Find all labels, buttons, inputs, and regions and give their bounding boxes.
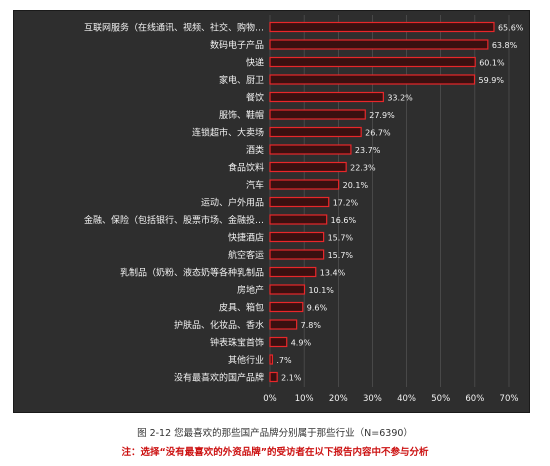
data-bar [269,319,298,330]
value-label: 15.7% [328,251,354,260]
category-label: 金融、保险（包括银行、股票市场、金融投… [84,214,264,226]
figure-note: 注：选择“没有最喜欢的外资品牌”的受访者在以下报告内容中不参与分析 [121,447,429,458]
x-tick-label: 70% [500,394,519,404]
data-bar [269,196,330,208]
data-bar [269,266,317,278]
data-bar [269,179,340,190]
value-label: 33.2% [387,94,413,103]
value-label: 22.3% [350,164,376,173]
x-tick-label: 60% [465,394,484,404]
category-label: 快递 [246,57,264,69]
x-tick-label: 30% [363,394,382,404]
x-tick-label: 40% [397,394,416,404]
data-bar [269,301,304,313]
category-label: 服饰、鞋帽 [219,109,264,121]
value-label: 4.9% [291,339,312,348]
data-bar [269,336,288,348]
category-label: 酒类 [246,144,264,156]
category-label: 快捷酒店 [228,232,264,244]
category-label: 没有最喜欢的国产品牌 [174,372,264,384]
data-bar [269,231,325,243]
category-label: 家电、厨卫 [219,74,264,86]
category-label: 汽车 [246,179,264,191]
data-bar [269,126,362,138]
value-label: 59.9% [479,76,505,85]
data-bar [269,56,476,68]
data-bar [269,109,366,120]
data-bar [269,284,306,295]
category-label: 餐饮 [246,92,264,104]
value-label: 16.6% [331,216,357,225]
value-label: .7% [276,356,292,365]
category-label: 数码电子产品 [210,39,264,51]
value-label: 23.7% [355,146,381,155]
figure-caption: 图 2-12 您最喜欢的那些国产品牌分别属于那些行业（N=6390） [137,428,413,439]
category-label: 航空客运 [228,249,264,261]
x-tick-label: 50% [431,394,450,404]
value-label: 9.6% [307,304,328,313]
category-label: 食品饮料 [228,162,264,174]
data-bar [269,21,495,33]
category-label: 其他行业 [228,354,264,366]
x-tick-label: 10% [295,394,314,404]
value-label: 7.8% [301,321,322,330]
value-label: 15.7% [328,234,354,243]
category-label: 皮具、箱包 [219,302,264,314]
value-label: 17.2% [333,199,359,208]
x-tick-label: 20% [329,394,348,404]
category-label: 运动、户外用品 [201,197,264,209]
value-label: 26.7% [365,129,391,138]
category-label: 钟表珠宝首饰 [210,337,264,349]
value-label: 65.6% [498,24,524,33]
value-label: 27.9% [369,111,395,120]
category-label: 乳制品（奶粉、液态奶等各种乳制品 [120,267,264,279]
x-tick-label: 0% [263,394,277,404]
bar-chart: 0% 10% 20% 30% 40% 50% 60% 70% 互联网服务（在线通讯、视频、社交、… [84,15,524,404]
data-bar [269,144,352,155]
category-label: 连锁超市、大卖场 [192,127,264,139]
data-bar [269,371,278,383]
chart-panel: 0% 10% 20% 30% 40% 50% 60% 70% 互联网服务（在线通讯、视频、社交、… [13,10,530,413]
category-label: 互联网服务（在线通讯、视频、社交、购物… [84,22,264,34]
data-bar [269,39,489,50]
value-label: 60.1% [479,59,505,68]
category-label: 护肤品、化妆品、香水 [174,319,264,331]
category-label: 房地产 [237,284,264,296]
data-bar [269,249,325,260]
data-bar [269,354,273,365]
data-bar [269,74,476,85]
value-label: 13.4% [320,269,346,278]
value-label: 20.1% [343,181,369,190]
data-bar [269,161,347,173]
value-label: 63.8% [492,41,518,50]
value-label: 10.1% [308,286,334,295]
data-bar [269,214,328,225]
data-bar [269,91,384,103]
value-label: 2.1% [281,374,302,383]
